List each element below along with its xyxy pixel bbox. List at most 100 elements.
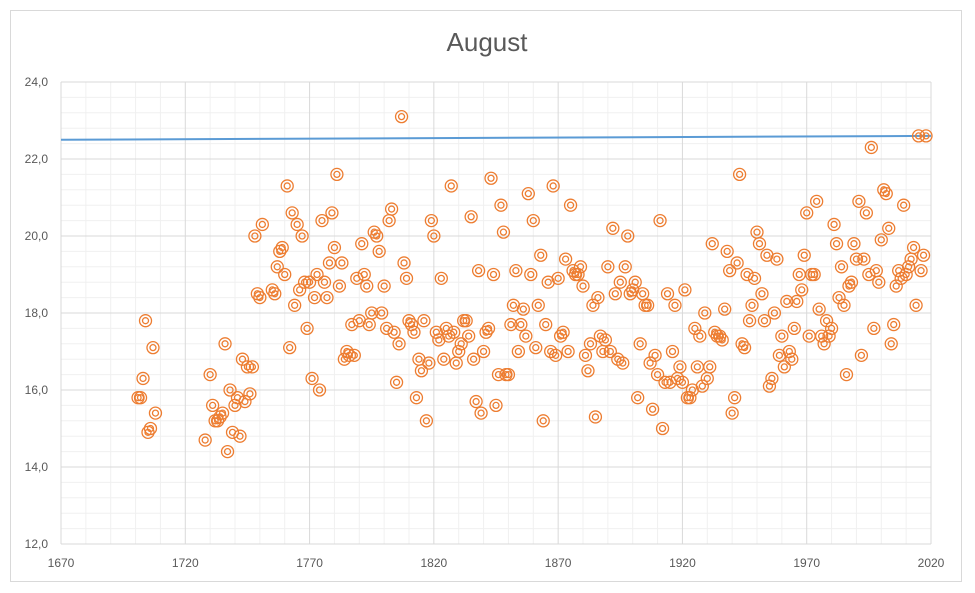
chart-title: August (447, 27, 529, 57)
data-point (459, 314, 473, 328)
data-point (551, 271, 565, 286)
data-point (422, 356, 436, 370)
data-point (474, 406, 488, 420)
data-point (720, 244, 734, 259)
data-point (365, 306, 379, 320)
data-point (302, 275, 317, 289)
data-point (827, 217, 841, 232)
trend-line-layer (60, 134, 932, 141)
data-point (775, 329, 789, 343)
data-point (797, 248, 811, 262)
data-point (844, 275, 859, 289)
x-tick-label: 2020 (918, 556, 945, 570)
major-gridlines (60, 81, 932, 545)
data-point (688, 321, 702, 336)
data-point (511, 344, 526, 359)
data-point (725, 406, 739, 420)
data-point (317, 275, 332, 289)
y-tick-label: 14,0 (25, 460, 49, 474)
y-tick-label: 12,0 (25, 537, 49, 551)
data-point (233, 429, 247, 443)
data-point (462, 329, 476, 343)
data-point (867, 321, 881, 336)
data-point (834, 260, 849, 274)
data-point (914, 263, 928, 278)
data-point (218, 337, 232, 351)
data-point (698, 306, 712, 320)
data-point (558, 252, 573, 266)
data-point (521, 186, 535, 201)
data-point (295, 229, 309, 243)
data-point (414, 364, 429, 378)
data-point (780, 294, 794, 309)
data-point (372, 244, 386, 259)
data-point (810, 194, 824, 209)
data-point (484, 171, 498, 185)
data-point (819, 314, 834, 328)
data-point (524, 267, 538, 282)
data-point (509, 263, 523, 278)
data-point (770, 252, 784, 266)
data-point (792, 267, 806, 282)
data-point (668, 298, 682, 312)
data-point (817, 337, 831, 351)
data-point (755, 287, 769, 301)
data-point (215, 406, 230, 420)
data-point (909, 298, 923, 312)
data-point (578, 348, 593, 363)
y-tick-label: 20,0 (25, 229, 49, 243)
data-point (606, 221, 620, 235)
data-point (270, 260, 284, 274)
data-point (476, 344, 491, 359)
data-point (389, 375, 404, 389)
data-point (539, 317, 553, 332)
data-point (387, 325, 401, 339)
data-point (603, 344, 617, 359)
data-point (882, 221, 896, 235)
x-tick-label: 1770 (296, 556, 323, 570)
data-point (138, 314, 153, 328)
data-point (238, 394, 252, 409)
x-tick-label: 1970 (793, 556, 820, 570)
data-point (730, 256, 744, 270)
data-point (327, 240, 342, 255)
data-point (608, 287, 622, 301)
data-point (621, 229, 635, 243)
data-point (549, 348, 563, 363)
data-point (437, 352, 451, 366)
data-point (397, 256, 411, 270)
data-point (777, 360, 791, 374)
data-point (292, 283, 307, 297)
data-point (616, 356, 630, 370)
data-point (586, 298, 600, 312)
data-point (737, 340, 752, 355)
x-tick-label: 1870 (545, 556, 572, 570)
data-point (690, 360, 704, 374)
data-point (832, 290, 846, 305)
data-point (573, 260, 588, 274)
data-point (852, 194, 866, 209)
data-point (526, 213, 540, 228)
data-point (660, 287, 675, 301)
data-point (879, 186, 893, 201)
data-point (583, 337, 598, 351)
data-point (471, 263, 486, 278)
data-point (133, 391, 148, 405)
data-point (243, 387, 257, 401)
data-point (782, 344, 796, 359)
data-point (757, 314, 772, 328)
data-point (325, 206, 339, 220)
data-point (469, 394, 483, 409)
data-point (650, 367, 665, 382)
y-axis-tick-labels: 12,0 14,0 16,0 18,0 20,0 22,0 24,0 (25, 75, 49, 551)
data-point (320, 290, 334, 305)
x-tick-label: 1820 (421, 556, 448, 570)
data-point (747, 271, 762, 286)
data-point (581, 364, 595, 378)
data-point (678, 283, 692, 297)
data-point (514, 317, 528, 332)
data-point (501, 367, 516, 382)
data-point (857, 252, 871, 266)
y-tick-label: 18,0 (25, 306, 49, 320)
